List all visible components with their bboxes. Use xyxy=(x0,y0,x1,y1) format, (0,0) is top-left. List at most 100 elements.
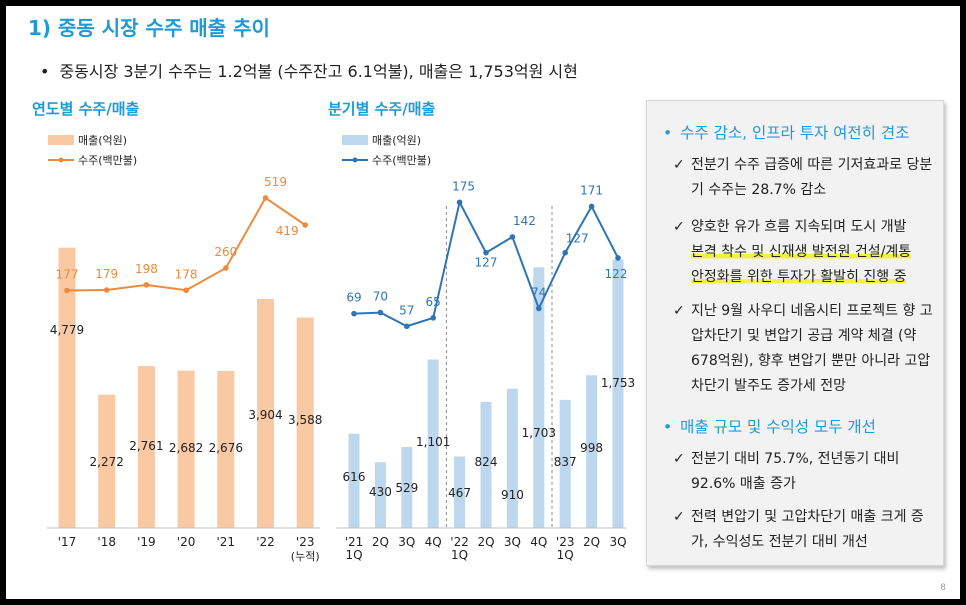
bar xyxy=(374,462,386,528)
bar xyxy=(454,456,466,528)
legend-label: 매출(억원) xyxy=(372,134,422,147)
x-tick-label: 4Q xyxy=(530,535,547,549)
line-value-label: 179 xyxy=(95,267,118,281)
panel-heading-text: 매출 규모 및 수익성 모두 개선 xyxy=(680,418,876,436)
x-tick-label: '19 xyxy=(137,535,156,549)
line-value-label: 127 xyxy=(566,232,589,246)
bar-value-label: 837 xyxy=(554,455,577,469)
check-icon: ✓ xyxy=(673,157,685,173)
bar-value-label: 2,676 xyxy=(209,441,243,455)
bar-value-label: 4,779 xyxy=(50,323,84,337)
bar xyxy=(296,317,314,528)
x-tick-label: '22 xyxy=(256,535,275,549)
check-icon: ✓ xyxy=(673,509,685,525)
bar-value-label: 529 xyxy=(395,481,418,495)
highlight-line: 양호한 유가 흐름 지속되며 도시 개발 xyxy=(691,219,907,235)
bar-value-label: 1,101 xyxy=(416,435,450,449)
line-value-label: 419 xyxy=(276,224,299,238)
legend-line-swatch xyxy=(342,157,368,163)
commentary-panel: • 수주 감소, 인프라 투자 여전히 견조 ✓ 전분기 수주 급증에 따른 기저효… xyxy=(646,100,944,566)
panel-item-text: 전분기 대비 75.7%, 전년동기 대비 92.6% 매출 증가 xyxy=(691,451,900,492)
quarterly-chart-title: 분기별 수주/매출 xyxy=(328,100,436,118)
bar-value-label: 824 xyxy=(475,455,498,469)
bar-value-label: 616 xyxy=(343,470,366,484)
bar-value-label: 2,761 xyxy=(129,439,163,453)
line-point xyxy=(64,287,70,294)
line-point xyxy=(351,310,357,317)
x-tick-label: '23 xyxy=(556,535,575,549)
line-point xyxy=(262,195,269,201)
bar xyxy=(217,371,235,528)
line-value-label: 70 xyxy=(373,290,388,304)
x-tick-label: 3Q xyxy=(398,535,415,549)
quarterly-legend-line: 수주(백만불) xyxy=(342,150,431,170)
page-title: 1) 중동 시장 수주 매출 추이 xyxy=(28,16,270,40)
bar xyxy=(98,394,116,528)
bar xyxy=(257,298,274,528)
bar-value-label: 2,272 xyxy=(90,455,124,469)
bar-value-label: 910 xyxy=(501,488,524,502)
summary-bullet: • 중동시장 3분기 수주는 1.2억불 (수주잔고 6.1억불), 매출은 1,… xyxy=(40,58,578,82)
line-point xyxy=(302,222,309,228)
check-icon: ✓ xyxy=(673,451,685,467)
bar-value-label: 998 xyxy=(580,441,603,455)
annual-legend-line: 수주(백만불) xyxy=(48,150,137,170)
panel-item: ✓ 지난 9월 사우디 네옴시티 프로젝트 향 고압차단기 및 변압기 공급 계약… xyxy=(673,299,938,399)
x-tick-sublabel: (누적) xyxy=(291,550,320,563)
line-value-label: 198 xyxy=(135,262,158,276)
panel-item: ✓ 전분기 대비 75.7%, 전년동기 대비 92.6% 매출 증가 xyxy=(673,447,938,497)
x-tick-label: 2Q xyxy=(477,535,494,549)
bar xyxy=(427,359,439,528)
line-value-label: 122 xyxy=(605,267,628,281)
x-tick-label: '21 xyxy=(217,535,236,549)
panel-item-text: 전력 변압기 및 고압차단기 매출 크게 증가, 수익성도 전분기 대비 개선 xyxy=(691,509,924,550)
legend-label: 수주(백만불) xyxy=(78,154,138,167)
quarterly-legend: 매출(억원) 수주(백만불) xyxy=(342,130,431,170)
bar-value-label: 1,703 xyxy=(522,426,556,440)
bar xyxy=(586,375,598,528)
bar-value-label: 3,588 xyxy=(288,413,322,427)
line-value-label: 142 xyxy=(513,214,536,228)
line-point xyxy=(223,265,229,271)
highlight-line: 안정화를 위한 투자가 활발히 진행 중 xyxy=(691,269,907,285)
panel-heading-orders: • 수주 감소, 인프라 투자 여전히 견조 xyxy=(663,121,909,143)
line-point xyxy=(562,249,568,256)
x-tick-label: 2Q xyxy=(372,535,389,549)
panel-item-text: 지난 9월 사우디 네옴시티 프로젝트 향 고압차단기 및 변압기 공급 계약 … xyxy=(691,303,933,394)
line-point xyxy=(456,199,463,206)
line-point xyxy=(103,287,110,293)
summary-text: 중동시장 3분기 수주는 1.2억불 (수주잔고 6.1억불), 매출은 1,7… xyxy=(59,62,578,81)
line-point xyxy=(588,203,595,210)
bar-value-label: 467 xyxy=(448,486,471,500)
bar xyxy=(137,366,155,528)
slide: 1) 중동 시장 수주 매출 추이 • 중동시장 3분기 수주는 1.2억불 (수… xyxy=(6,6,960,599)
x-tick-label: '18 xyxy=(97,535,116,549)
bar-value-label: 2,682 xyxy=(169,441,203,455)
x-tick-label: '20 xyxy=(177,535,196,549)
legend-bar-swatch xyxy=(342,135,368,145)
line-point xyxy=(143,282,150,288)
legend-label: 매출(억원) xyxy=(78,134,128,147)
annual-legend: 매출(억원) 수주(백만불) xyxy=(48,130,137,170)
page-number: 8 xyxy=(940,583,946,593)
bar-value-label: 430 xyxy=(369,485,392,499)
line-point xyxy=(536,305,542,312)
bar xyxy=(401,447,413,528)
legend-bar-swatch xyxy=(48,135,74,145)
bar xyxy=(612,259,624,528)
panel-item: ✓ 전분기 수주 급증에 따른 기저효과로 당분기 수주는 28.7% 감소 xyxy=(673,153,938,203)
quarterly-legend-bar: 매출(억원) xyxy=(342,130,431,150)
legend-line-swatch xyxy=(48,157,74,163)
x-tick-label: 4Q xyxy=(425,535,442,549)
highlight-line: 본격 착수 및 신재생 발전원 건설/계통 xyxy=(691,244,912,260)
line-point xyxy=(483,249,489,256)
bullet-dot: • xyxy=(40,62,50,81)
legend-label: 수주(백만불) xyxy=(372,154,432,167)
bar xyxy=(177,370,195,528)
bar-value-label: 3,904 xyxy=(248,408,282,422)
line-point xyxy=(183,287,189,294)
check-icon: ✓ xyxy=(673,219,685,235)
